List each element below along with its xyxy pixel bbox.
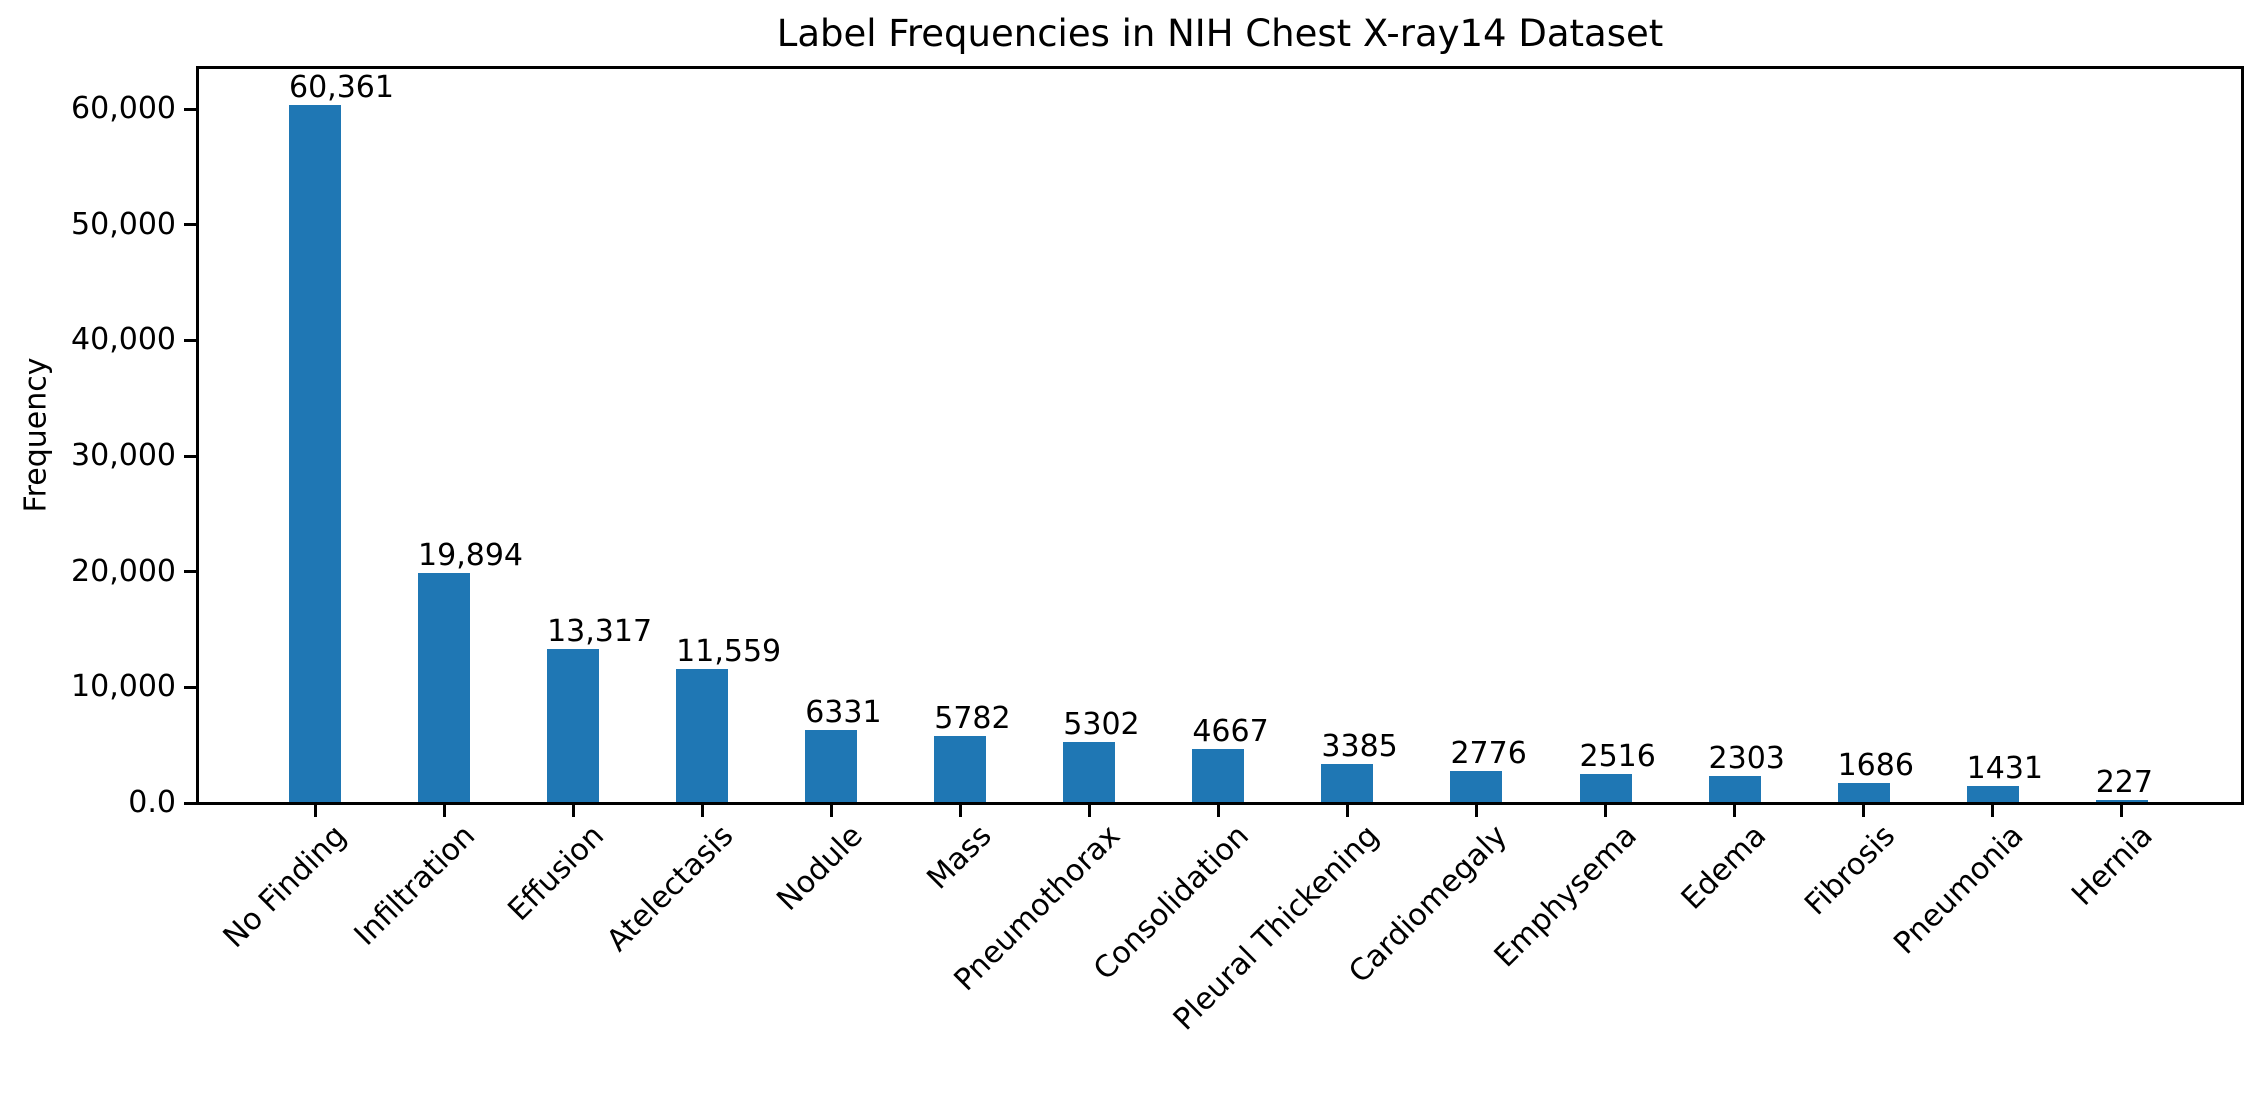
bar-value-label-mass: 5782 [934,701,1011,737]
x-tick-consolidation [1216,804,1220,817]
x-tick-label-fibrosis: Fibrosis [1797,818,1902,923]
y-tick-label-50000: 50,000 [71,206,176,242]
plot-area-spines [195,65,2244,805]
bar-value-label-atelectasis: 11,559 [676,634,782,670]
bar-emphysema [1579,773,1632,805]
x-tick-label-edema: Edema [1674,818,1773,917]
x-tick-emphysema [1604,804,1607,817]
bar-atelectasis [676,669,729,805]
x-tick-label-nodule: Nodule [769,818,870,918]
bar-value-label-nodule: 6331 [805,694,882,730]
bar-value-label-edema: 2303 [1708,741,1785,777]
x-tick-pneumothorax [1087,804,1091,817]
bar-pneumonia [1966,786,2019,805]
x-tick-label-effusion: Effusion [501,818,612,928]
bar-no-finding [289,104,341,805]
x-tick-effusion [571,804,575,817]
x-tick-label-hernia: Hernia [2065,818,2160,913]
bar-consolidation [1192,749,1245,805]
chart-title: Label Frequencies in NIH Chest X-ray14 D… [776,12,1664,55]
x-tick-atelectasis [700,804,704,817]
x-tick-label-atelectasis: Atelectasis [600,818,741,959]
y-tick-50000 [183,223,196,227]
y-tick-label-10000: 10,000 [71,669,176,705]
y-tick-60000 [183,107,196,111]
bar-value-label-infiltration: 19,894 [418,537,524,573]
bar-value-label-cardiomegaly: 2776 [1450,735,1527,771]
bar-value-label-effusion: 13,317 [547,613,653,649]
bar-effusion [547,648,600,805]
bar-hernia [2095,800,2148,805]
x-tick-cardiomegaly [1474,804,1478,817]
bar-value-label-pneumothorax: 5302 [1063,706,1140,742]
y-tick-label-0: 0.0 [128,785,176,820]
x-tick-label-no-finding: No Finding [216,818,354,955]
bar-pneumothorax [1063,741,1116,805]
bar-value-label-pneumonia: 1431 [1966,751,2043,787]
y-tick-label-20000: 20,000 [71,553,176,589]
y-tick-0 [183,801,196,805]
y-tick-30000 [183,454,196,458]
x-tick-edema [1733,804,1737,817]
bar-value-label-consolidation: 4667 [1192,714,1269,750]
y-axis-label: Frequency [18,357,54,513]
bar-fibrosis [1837,783,1890,805]
x-tick-no-finding [313,804,317,817]
y-tick-20000 [183,570,196,574]
bar-value-label-no-finding: 60,361 [289,69,394,105]
bar-infiltration [418,572,471,805]
x-tick-label-pneumonia: Pneumonia [1887,818,2031,962]
x-tick-label-mass: Mass [920,818,999,897]
x-tick-pneumonia [1991,804,1995,817]
x-tick-infiltration [442,804,446,817]
x-tick-label-infiltration: Infiltration [347,818,483,953]
bar-value-label-hernia: 227 [2095,765,2153,801]
bar-nodule [805,729,858,805]
x-tick-nodule [829,804,833,817]
bar-edema [1708,776,1761,805]
x-tick-pleural-thickening [1345,804,1349,817]
bar-cardiomegaly [1450,770,1503,805]
x-tick-fibrosis [1862,804,1866,817]
y-tick-label-40000: 40,000 [71,322,176,358]
bar-mass [934,736,987,805]
y-tick-label-60000: 60,000 [71,91,176,126]
bar-pleural-thickening [1321,763,1374,805]
x-tick-hernia [2120,804,2124,817]
x-tick-mass [958,804,962,817]
y-tick-label-30000: 30,000 [71,438,176,473]
bar-value-label-fibrosis: 1686 [1837,748,1914,784]
bar-value-label-pleural-thickening: 3385 [1321,728,1398,764]
bar-value-label-emphysema: 2516 [1579,738,1656,774]
y-tick-10000 [183,685,196,689]
y-tick-40000 [183,338,196,342]
